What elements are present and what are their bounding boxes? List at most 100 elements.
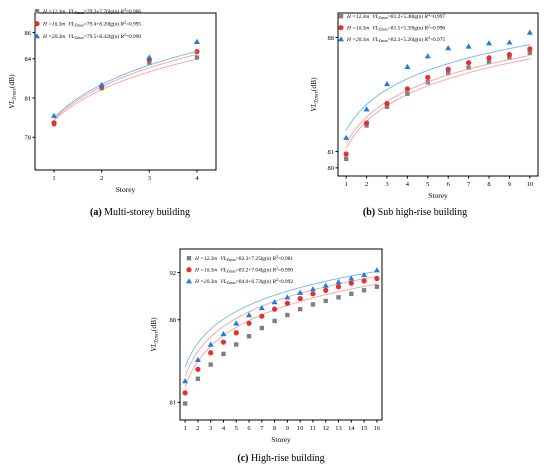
y-tick-label: 81 — [170, 400, 177, 407]
caption-letter: (b) — [363, 207, 375, 218]
x-tick-label: 7 — [260, 425, 264, 432]
data-point — [445, 45, 452, 51]
x-tick-label: 15 — [361, 425, 368, 432]
y-tick-label: 81 — [25, 95, 32, 102]
legend-h: H =16.3m — [194, 268, 217, 274]
legend-equation: =82.3+7.25lg(n) — [236, 255, 273, 262]
data-point — [323, 287, 329, 293]
legend-vl: VL — [68, 22, 74, 28]
x-tick-label: 8 — [487, 181, 490, 188]
x-tick-label: 5 — [426, 181, 429, 188]
legend-r: R — [272, 256, 277, 262]
y-axis-label-main: VL — [309, 103, 318, 112]
x-tick-label: 12 — [322, 425, 329, 432]
data-point — [220, 339, 227, 345]
legend-vl-sub: Zmax — [75, 23, 84, 28]
legend-equation: =79.4+8.20lg(n) — [84, 21, 121, 28]
x-tick-label: 11 — [310, 425, 316, 432]
x-tick-label: 2 — [100, 175, 103, 182]
legend-equation: =84.0+6.73lg(n) — [236, 278, 273, 285]
legend-r-value: =0.990 — [278, 268, 293, 274]
data-point — [208, 350, 214, 356]
data-point — [284, 300, 290, 306]
data-point — [361, 288, 367, 293]
data-point — [259, 313, 265, 319]
data-point — [182, 390, 188, 396]
series-square — [51, 55, 200, 127]
plot-frame — [34, 12, 217, 171]
legend-r-value: =0.996 — [430, 26, 445, 32]
x-tick-label: 1 — [52, 175, 55, 182]
data-point — [221, 351, 226, 357]
x-axis-label: Storey — [116, 185, 136, 194]
x-tick-label: 8 — [273, 425, 276, 432]
data-point — [486, 55, 492, 61]
legend-r-value: =0.995 — [126, 22, 141, 28]
x-tick-label: 14 — [348, 425, 355, 432]
fit-curve — [345, 44, 530, 131]
x-tick-label: 4 — [195, 175, 199, 182]
y-tick-label: 81 — [328, 149, 335, 156]
legend-vl: VL — [220, 268, 226, 274]
fit-curve — [53, 58, 198, 121]
legend-entry: H =12.3m VLZmax=82.3+7.25lg(n) R2=0.981 — [194, 254, 293, 262]
data-point — [259, 325, 265, 331]
data-point — [527, 50, 533, 56]
legend-equation: =83.2+7.04lg(n) — [236, 267, 273, 274]
legend-vl-sub: Zmax — [75, 10, 84, 15]
data-point — [348, 280, 354, 286]
y-axis-label-unit: (dB) — [149, 317, 158, 331]
legend-marker — [186, 256, 192, 261]
plot-frame — [337, 12, 539, 177]
data-point — [310, 291, 316, 297]
legend-r-sup: 2 — [124, 7, 126, 12]
legend-vl: VL — [372, 14, 378, 20]
data-point — [310, 302, 316, 307]
data-point — [446, 71, 451, 76]
data-point — [373, 267, 380, 273]
legend-vl: VL — [220, 256, 226, 262]
data-point — [374, 284, 380, 289]
y-axis-label-main: VL — [7, 100, 16, 109]
series-square — [182, 283, 380, 406]
data-point — [466, 65, 471, 70]
legend-vl-sub: Zmax — [379, 38, 388, 43]
y-axis-label-sub: Zmax — [13, 88, 18, 100]
legend-r: R — [424, 14, 429, 20]
data-point — [233, 330, 239, 336]
legend-vl-sub: Zmax — [379, 27, 388, 32]
x-tick-label: 3 — [385, 181, 388, 188]
data-point — [486, 40, 493, 46]
data-point — [323, 298, 328, 304]
y-axis-label-unit: (dB) — [7, 74, 16, 88]
series-triangle — [182, 267, 380, 384]
data-point — [297, 295, 303, 302]
data-point — [246, 312, 253, 318]
legend-r-value: =0.986 — [126, 9, 141, 15]
data-point — [526, 29, 533, 35]
x-tick-label: 1 — [345, 181, 348, 188]
legend-r: R — [272, 268, 277, 274]
data-point — [343, 134, 350, 140]
x-tick-label: 6 — [447, 181, 451, 188]
legend-vl-sub: Zmax — [379, 15, 388, 20]
data-point — [297, 289, 304, 295]
legend-r: R — [120, 22, 125, 28]
data-point — [272, 306, 278, 312]
legend-h: H =20.3m — [346, 37, 369, 43]
legend-equation: =79.3+7.76lg(n) — [84, 8, 121, 15]
legend-marker — [34, 21, 40, 27]
x-tick-label: 10 — [297, 425, 304, 432]
series-circle — [182, 275, 380, 396]
data-point — [425, 74, 431, 80]
data-point — [271, 299, 278, 305]
legend-r-value: =0.997 — [430, 14, 445, 20]
legend-entry: H =16.3m VLZmax=83.2+7.04lg(n) R2=0.990 — [194, 266, 293, 274]
data-point — [246, 320, 252, 326]
data-point — [309, 286, 316, 292]
legend-r-sup: 2 — [124, 32, 126, 37]
series-triangle — [343, 29, 533, 140]
y-axis-label-main: VL — [149, 343, 158, 352]
y-axis-label: VLZmax(dB) — [7, 74, 18, 109]
data-point — [272, 318, 277, 324]
